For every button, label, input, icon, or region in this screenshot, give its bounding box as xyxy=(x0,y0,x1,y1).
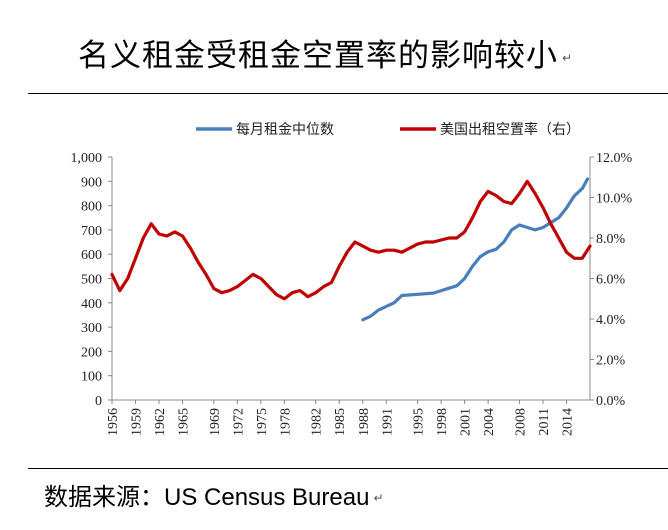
x-tick-label: 1969 xyxy=(208,408,223,436)
right-tick-label: 2.0% xyxy=(596,354,626,369)
paragraph-mark-icon: ↵ xyxy=(562,50,574,65)
left-tick-label: 100 xyxy=(81,370,102,385)
left-tick-label: 600 xyxy=(81,248,102,263)
x-tick-label: 2001 xyxy=(459,408,474,436)
legend-label: 美国出租空置率（右） xyxy=(440,121,580,138)
x-tick-label: 1975 xyxy=(255,408,270,436)
top-rule xyxy=(28,93,668,94)
x-tick-label: 1988 xyxy=(357,408,372,436)
left-tick-label: 300 xyxy=(81,321,102,336)
series-line-vacancy xyxy=(110,179,592,301)
chart-legend: 每月租金中位数 美国出租空置率（右） xyxy=(196,121,580,138)
x-tick-label: 1978 xyxy=(278,408,293,436)
x-tick-label: 1982 xyxy=(310,408,325,436)
right-tick-label: 10.0% xyxy=(596,192,633,207)
x-tick-label: 2004 xyxy=(482,408,497,436)
right-tick-label: 12.0% xyxy=(596,151,633,166)
left-tick-label: 1,000 xyxy=(71,151,103,166)
x-tick-label: 1991 xyxy=(380,408,395,436)
data-source: 数据来源：US Census Bureau ↵ xyxy=(44,477,384,512)
series-line-rent xyxy=(361,177,590,322)
x-tick-label: 1972 xyxy=(231,408,246,436)
left-tick-label: 800 xyxy=(81,200,102,215)
source-value: US Census Bureau xyxy=(164,484,370,511)
x-tick-label: 1965 xyxy=(177,408,192,436)
left-tick-label: 400 xyxy=(81,297,102,312)
x-tick-label: 1995 xyxy=(412,408,427,436)
left-tick-label: 500 xyxy=(81,273,102,288)
paragraph-mark-icon: ↵ xyxy=(373,491,384,505)
x-tick-label: 1962 xyxy=(153,408,168,436)
line-chart: 0 100 200 300 400 500 600 700 800 900 1,000 0.0% 2.0… xyxy=(71,121,633,436)
chart-axes: 0 100 200 300 400 500 600 700 800 900 1,000 0.0% 2.0… xyxy=(71,151,633,436)
left-tick-label: 900 xyxy=(81,175,102,190)
right-tick-label: 0.0% xyxy=(596,394,626,409)
bottom-rule xyxy=(28,468,668,469)
source-label: 数据来源： xyxy=(44,483,164,511)
x-tick-label: 1998 xyxy=(435,408,450,436)
right-tick-label: 6.0% xyxy=(596,273,626,288)
right-tick-label: 4.0% xyxy=(596,313,626,328)
x-tick-label: 1985 xyxy=(333,408,348,436)
x-tick-label: 2014 xyxy=(560,408,575,436)
page-title: 名义租金受租金空置率的影响较小 ↵ xyxy=(78,38,574,74)
x-tick-label: 1959 xyxy=(130,408,145,436)
left-tick-label: 700 xyxy=(81,224,102,239)
legend-label: 每月租金中位数 xyxy=(236,122,334,138)
left-tick-label: 200 xyxy=(81,345,102,360)
left-tick-label: 0 xyxy=(95,394,102,409)
chart-series xyxy=(110,177,592,322)
x-tick-label: 1956 xyxy=(106,408,121,436)
x-tick-label: 2011 xyxy=(537,408,552,435)
right-tick-label: 8.0% xyxy=(596,232,626,247)
x-tick-label: 2008 xyxy=(513,408,528,436)
